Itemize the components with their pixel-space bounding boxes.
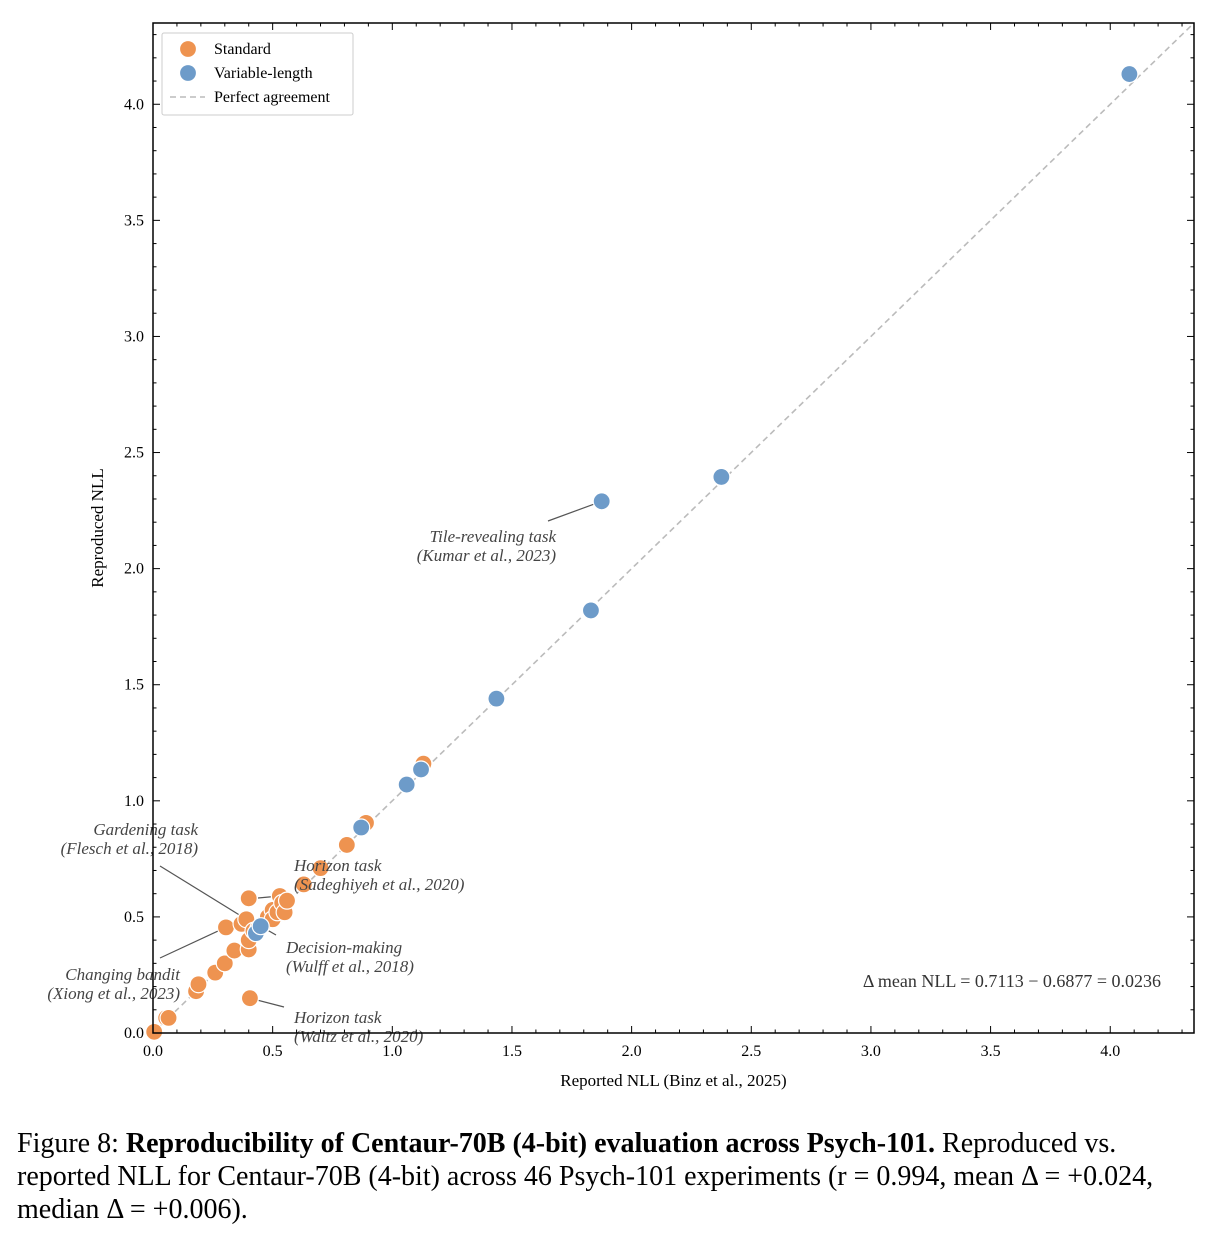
x-tick-label: 2.5 [741,1043,761,1060]
annotation-leader [547,500,602,522]
legend-label-standard: Standard [214,41,271,58]
annotations-layer: Tile-revealing task(Kumar et al., 2023) G… [47,527,556,1046]
scatter-figure: 0.0 0.5 1.0 1.5 2.0 2.5 3.0 3.5 4.0 0.0 0.5 1.0 1.5 2… [47,22,1195,1090]
y-tick-label: 3.5 [124,212,144,229]
annotation-label-line2: (Flesch et al., 2018) [61,839,199,858]
point-variable-length [352,818,371,837]
annotation-label-line1: Gardening task [93,820,198,839]
y-tick-label: 1.5 [124,677,144,694]
legend-label-perfect-agreement: Perfect agreement [214,89,330,106]
x-tick-label: 1.5 [502,1043,522,1060]
point-variable-length [712,467,731,487]
annotation-label-line2: (Wulff et al., 2018) [286,957,414,976]
annotation-label-line2: (Xiong et al., 2023) [47,984,180,1003]
x-tick-label: 4.0 [1100,1043,1120,1060]
point-variable-length [592,492,611,511]
plot-frame [152,22,1195,1034]
point-standard [311,859,330,878]
y-tick-label: 1.0 [124,793,144,810]
annotation-label-line2: (Sadeghiyeh et al., 2020) [294,875,465,894]
x-axis-title: Reported NLL (Binz et al., 2025) [560,1071,786,1090]
annotation-label-line2: (Waltz et al., 2020) [294,1027,424,1046]
x-tick-label: 3.0 [861,1043,881,1060]
figure-caption: Figure 8: Reproducibility of Centaur-70B… [17,1127,1212,1226]
x-tick-label: 2.0 [622,1043,642,1060]
x-tick-label: 0.0 [143,1043,163,1060]
y-tick-label: 2.5 [124,445,144,462]
point-standard [145,1022,164,1041]
delta-mean-stat: Δ mean NLL = 0.7113 − 0.6877 = 0.0236 [863,971,1161,991]
point-standard [337,835,356,855]
caption-text: Reproduced vs. reported NLL for Centaur-… [17,1128,1154,1225]
y-tick-label: 2.0 [124,561,144,578]
y-axis-title: Reproduced NLL [88,468,107,587]
point-standard [189,975,208,994]
legend-marker-variable-length [178,63,198,83]
point-standard [239,889,258,908]
annotation-label-line1: Tile-revealing task [430,527,557,546]
y-tick-label: 3.0 [124,328,144,345]
annotation-label-line1: Horizon task [293,856,382,875]
y-tick-label: 4.0 [124,96,144,113]
caption-title: Reproducibility of Centaur-70B (4-bit) e… [125,1128,936,1159]
scatter-chart: 0.0 0.5 1.0 1.5 2.0 2.5 3.0 3.5 4.0 0.0 0.5 1.0 1.5 2… [47,22,1195,1090]
point-standard [215,954,234,973]
y-tick-label: 0.0 [124,1025,144,1042]
point-variable-length [487,689,506,708]
x-tick-label: 0.5 [263,1043,283,1060]
caption-label: Figure 8: [17,1128,119,1159]
annotation-label-line2: (Kumar et al., 2023) [417,546,557,565]
point-variable-length [1120,64,1139,84]
legend: Standard Variable-length Perfect agreement [161,32,354,116]
point-variable-length [397,775,416,794]
annotation-label-line1: Decision-making [285,938,402,957]
point-variable-length [581,601,601,620]
legend-label-variable-length: Variable-length [214,65,313,82]
x-tick-label: 3.5 [981,1043,1001,1060]
annotation-label-line1: Horizon task [293,1008,382,1027]
y-tick-label: 0.5 [124,909,144,926]
point-variable-length [411,760,431,779]
x-tick-label: 1.0 [382,1043,402,1060]
point-standard [277,891,297,910]
legend-box [161,32,354,116]
point-standard [159,1008,178,1028]
legend-marker-standard [178,39,198,59]
points-layer [145,64,1139,1041]
point-variable-length [251,917,270,936]
point-standard [240,989,260,1008]
annotation-label-line1: Changing bandit [65,965,181,984]
annotation-leader [159,865,247,920]
point-standard [216,918,236,937]
point-standard [294,875,313,894]
annotation-leader [159,926,227,959]
